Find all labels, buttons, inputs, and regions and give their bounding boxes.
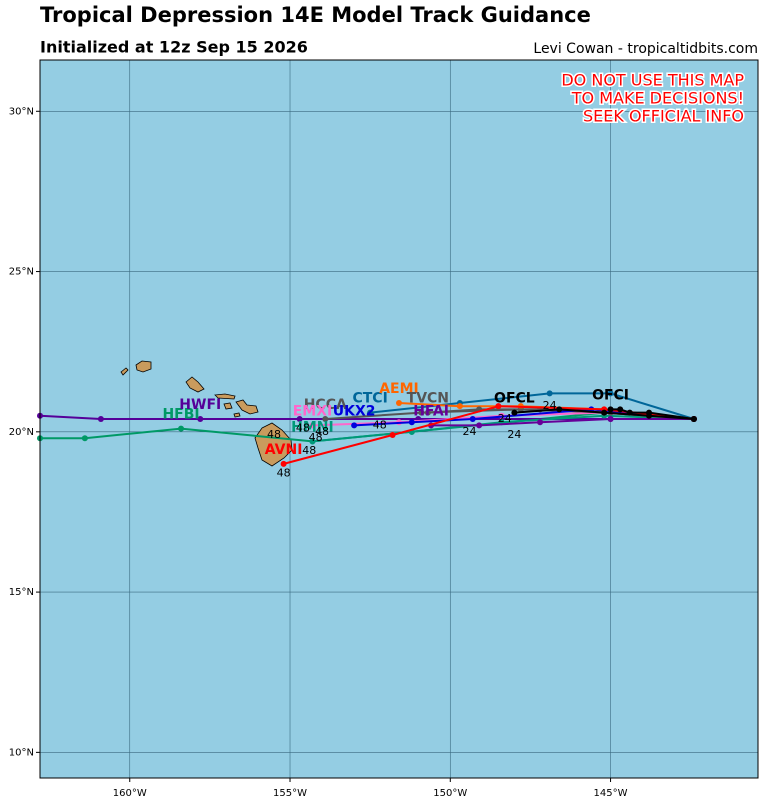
track-point: [197, 416, 204, 422]
y-tick-label: 20°N: [9, 427, 34, 438]
y-tick-label: 25°N: [9, 267, 34, 278]
track-point: [607, 390, 614, 397]
track-point: [280, 460, 287, 467]
track-point: [309, 438, 316, 445]
track-point: [351, 422, 358, 429]
track-point: [607, 406, 614, 413]
chart-subtitle: Initialized at 12z Sep 15 2026: [40, 38, 308, 57]
tau-label: 24: [498, 412, 512, 425]
track-point: [556, 406, 563, 413]
warning-line: TO MAKE DECISIONS!: [571, 89, 744, 108]
tau-label: 48: [373, 418, 387, 431]
track-point: [511, 409, 518, 416]
track-point: [456, 403, 463, 410]
oahu: [185, 376, 205, 393]
track-point: [178, 425, 185, 432]
model-label: OFCL: [494, 391, 535, 407]
tau-label: 48: [277, 466, 291, 479]
track-point: [626, 409, 633, 416]
islands: [120, 360, 293, 467]
track-point: [322, 416, 329, 422]
big-island: [254, 422, 293, 467]
tau-label: 48: [296, 422, 310, 435]
model-label: TVCN: [407, 391, 449, 407]
niihau: [120, 367, 129, 376]
track-point: [418, 409, 425, 416]
tau-label: 24: [463, 425, 477, 438]
model-label: HCCA: [304, 397, 347, 413]
molokai: [214, 393, 236, 400]
model-label: EMXI: [293, 403, 333, 419]
model-label: HWFI: [179, 397, 221, 413]
track-point: [408, 419, 415, 426]
maui: [235, 399, 259, 415]
track-point: [607, 416, 614, 422]
model-label: HFAI: [413, 403, 449, 419]
tau-label: 24: [543, 399, 557, 412]
warning-line: DO NOT USE THIS MAP: [561, 71, 744, 90]
kahoolawe: [233, 412, 241, 418]
kauai: [135, 360, 152, 373]
lanai: [223, 402, 233, 410]
track-point: [469, 416, 476, 422]
tau-label: 48: [315, 425, 329, 438]
track-point: [646, 409, 653, 416]
frame: [39, 59, 759, 779]
track-point: [617, 406, 624, 413]
warning-line: SEEK OFFICIAL INFO: [583, 107, 744, 126]
tau-label: 48: [309, 431, 323, 444]
track-point: [601, 409, 608, 416]
tau-label: 48: [267, 428, 281, 441]
track-point: [296, 416, 303, 422]
tau-label: 24: [507, 428, 521, 441]
track-point: [97, 416, 104, 422]
x-tick-label: 155°W: [273, 788, 307, 799]
model-label: UKX2: [333, 403, 376, 419]
tracks: [37, 390, 697, 467]
track-point: [476, 422, 483, 429]
tau-label: 48: [302, 444, 316, 457]
y-tick-label: 15°N: [9, 587, 34, 598]
track-point: [424, 409, 431, 416]
track-point: [396, 399, 402, 406]
model-label: AEMI: [379, 381, 419, 397]
x-tick-label: 160°W: [113, 788, 147, 799]
y-tick-label: 30°N: [9, 106, 34, 117]
model-label: CTCI: [352, 391, 387, 407]
track-point: [546, 390, 553, 397]
track-point: [690, 416, 697, 422]
track-point: [309, 422, 316, 429]
x-tick-label: 145°W: [594, 788, 628, 799]
credit: Levi Cowan - tropicaltidbits.com: [533, 41, 758, 57]
track-point: [81, 435, 88, 442]
model-label: HMNI: [291, 419, 334, 435]
model-label: AVNI: [265, 442, 303, 458]
track-point: [389, 432, 396, 439]
track-point: [537, 419, 544, 426]
model-label: HFBI: [162, 407, 199, 423]
x-tick-label: 150°W: [433, 788, 467, 799]
track-point: [367, 409, 374, 416]
chart-title: Tropical Depression 14E Model Track Guid…: [40, 3, 591, 27]
track-point: [495, 403, 502, 410]
model-label: OFCI: [592, 387, 629, 403]
y-tick-label: 10°N: [9, 747, 34, 758]
